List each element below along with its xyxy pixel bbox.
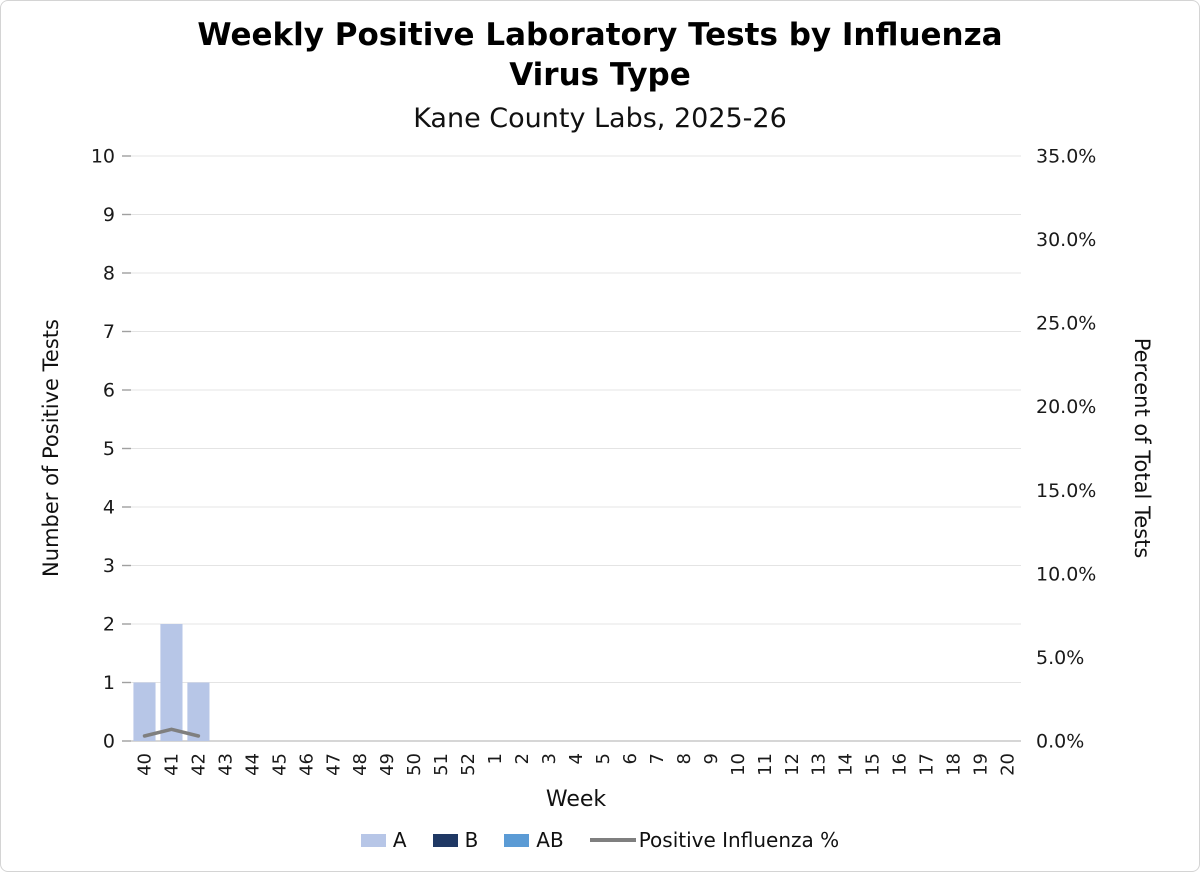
x-tick-label: 13: [809, 753, 830, 776]
legend-item-line: Positive Influenza %: [589, 828, 840, 852]
left-tick-label: 6: [103, 380, 115, 402]
x-tick-label: 45: [269, 753, 290, 776]
right-tick-label: 25.0%: [1036, 313, 1096, 335]
x-tick-label: 51: [431, 753, 452, 776]
legend-label-b: B: [464, 828, 479, 852]
x-tick-label: 18: [944, 753, 965, 776]
right-tick-label: 5.0%: [1036, 647, 1084, 669]
bar-a: [133, 682, 156, 741]
left-tick-label: 2: [103, 614, 115, 636]
chart-title-line1: Weekly Positive Laboratory Tests by Infl…: [197, 17, 1003, 53]
x-tick-label: 40: [134, 753, 155, 776]
x-tick-label: 6: [620, 753, 641, 764]
x-tick-label: 43: [215, 753, 236, 776]
x-tick-label: 17: [917, 753, 938, 776]
x-tick-label: 16: [890, 753, 911, 776]
x-tick-label: 1: [485, 753, 506, 764]
left-tick-label: 9: [103, 204, 115, 226]
bar-a: [160, 624, 183, 741]
legend: A B AB Positive Influenza %: [1, 828, 1199, 852]
left-tick-label: 5: [103, 438, 115, 460]
x-tick-label: 41: [161, 753, 182, 776]
left-tick-label: 1: [103, 672, 115, 694]
x-tick-label: 19: [971, 753, 992, 776]
left-tick-label: 4: [103, 497, 115, 519]
x-tick-label: 3: [539, 753, 560, 764]
right-tick-label: 0.0%: [1036, 731, 1084, 753]
x-tick-label: 5: [593, 753, 614, 764]
x-axis-title: Week: [545, 787, 607, 812]
x-tick-label: 7: [647, 753, 668, 764]
left-tick-label: 0: [103, 731, 115, 753]
legend-item-b: B: [432, 828, 479, 852]
x-tick-label: 10: [728, 753, 749, 776]
x-tick-label: 8: [674, 753, 695, 764]
right-tick-label: 20.0%: [1036, 396, 1096, 418]
x-tick-label: 11: [755, 753, 776, 776]
x-tick-label: 15: [863, 753, 884, 776]
chart-title-line2: Virus Type: [509, 57, 691, 93]
x-tick-label: 9: [701, 753, 722, 764]
chart-subtitle: Kane County Labs, 2025-26: [413, 103, 787, 134]
x-tick-label: 20: [998, 753, 1019, 776]
x-tick-label: 12: [782, 753, 803, 776]
right-tick-label: 10.0%: [1036, 563, 1096, 585]
legend-swatch-a: [360, 833, 386, 847]
left-tick-label: 8: [103, 263, 115, 285]
x-tick-label: 46: [296, 753, 317, 776]
x-tick-label: 4: [566, 753, 587, 764]
x-tick-label: 49: [377, 753, 398, 776]
x-tick-label: 44: [242, 753, 263, 776]
x-tick-label: 2: [512, 753, 533, 764]
right-tick-label: 35.0%: [1036, 146, 1096, 168]
x-tick-label: 14: [836, 753, 857, 776]
legend-swatch-ab: [504, 833, 530, 847]
right-axis-title: Percent of Total Tests: [1130, 337, 1154, 559]
x-tick-label: 42: [188, 753, 209, 776]
positive-influenza-line: [142, 727, 201, 738]
legend-swatch-b: [432, 833, 458, 847]
x-tick-label: 52: [458, 753, 479, 776]
legend-label-line: Positive Influenza %: [638, 828, 840, 852]
right-tick-label: 15.0%: [1036, 480, 1096, 502]
left-tick-label: 10: [91, 146, 115, 168]
right-tick-label: 30.0%: [1036, 229, 1096, 251]
legend-item-a: A: [360, 828, 407, 852]
legend-label-ab: AB: [536, 828, 564, 852]
legend-label-a: A: [392, 828, 407, 852]
x-tick-label: 47: [323, 753, 344, 776]
left-tick-label: 3: [103, 555, 115, 577]
bar-a: [187, 682, 210, 741]
x-tick-label: 50: [404, 753, 425, 776]
x-tick-label: 48: [350, 753, 371, 776]
legend-item-ab: AB: [504, 828, 564, 852]
left-axis-title: Number of Positive Tests: [39, 319, 63, 577]
chart-title: Weekly Positive Laboratory Tests by Infl…: [1, 15, 1199, 95]
legend-line-swatch: [589, 838, 636, 842]
left-tick-label: 7: [103, 321, 115, 343]
